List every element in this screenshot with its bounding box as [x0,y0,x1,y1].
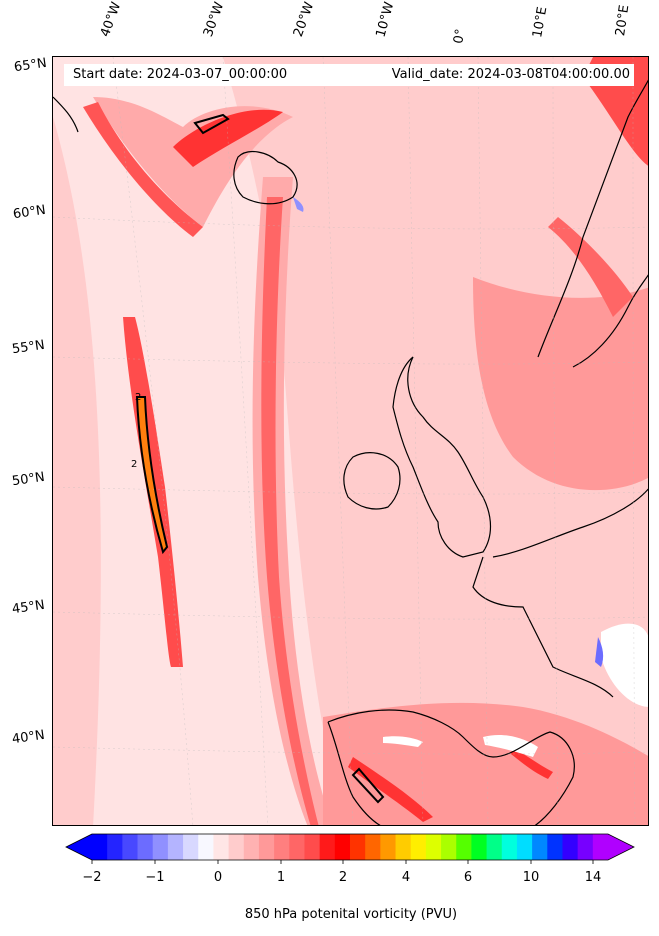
lon-label: 10°W [373,0,398,39]
contour-2-north [193,113,230,135]
colorbar-cell [243,834,260,860]
colorbar-cell [486,834,503,860]
lon-label: 10°E [530,5,551,39]
lon-label: 0° [451,27,469,45]
colorbar-cell [547,834,563,860]
colorbar-tick-label: 1 [276,870,286,885]
colorbar-cell [410,834,427,860]
colorbar-cell [365,834,381,860]
pv-white-patch-spain [383,736,423,747]
lat-label: 60°N [12,202,47,223]
colorbar-tick-label: −2 [82,870,102,885]
colorbar-cell [592,834,609,860]
colorbar-cells [92,834,609,860]
colorbar-extend-under [66,834,92,860]
start-date: Start date: 2024-03-07_00:00:00 [73,67,288,82]
colorbar-tick-label: 2 [338,870,348,885]
lat-label: 55°N [11,337,46,358]
pv-negative-iceland [293,197,304,212]
colorbar-tick-label: 10 [522,870,540,885]
colorbar-cell [350,834,366,860]
pv-white-patch-east [601,623,648,707]
colorbar-cell [532,834,548,860]
contour-label: 2 [135,392,141,403]
lat-label: 40°N [11,727,46,748]
map-panel: 2 2 [52,56,649,826]
colorbar-cell [471,834,488,860]
colorbar-cell [92,834,108,860]
colorbar [65,833,635,864]
coast-great-britain [392,356,492,558]
pv-iberia-core [348,757,433,822]
colorbar-cell [258,834,275,860]
colorbar-cell [562,834,579,860]
pv-scandinavia-band [548,217,633,317]
colorbar-cell [304,834,321,860]
coastlines [53,79,648,825]
colorbar-cell [501,834,518,860]
lon-label: 30°W [200,0,228,39]
colorbar-caption: 850 hPa potenital vorticity (PVU) [244,907,458,922]
graticule [53,57,648,825]
colorbar-cell [137,834,154,860]
colorbar-outline [65,833,635,861]
lon-label: 20°E [613,3,633,37]
contour-2-iberia [351,767,385,804]
colorbar-tick-label: 0 [213,870,223,885]
colorbar-tick-label: −1 [145,870,165,885]
colorbar-cell [167,834,184,860]
colorbar-cell [516,834,533,860]
pv-negative-east [595,637,604,667]
colorbar-cell [577,834,594,860]
colorbar-cell [198,834,214,860]
colorbar-cell [152,834,169,860]
lat-label: 65°N [13,55,48,76]
lon-label: 20°W [290,0,318,39]
lat-label: 50°N [11,469,46,490]
colorbar-ticks [91,860,594,864]
colorbar-cell [213,834,230,860]
colorbar-cell [456,834,472,860]
colorbar-tick-label: 14 [584,870,602,885]
coast-scandinavia [537,79,648,368]
valid-date: Valid_date: 2024-03-08T04:00:00.00 [391,67,630,82]
pv-broad-west [53,117,101,825]
contour-2-western-streak [135,396,169,555]
lat-label: 45°N [11,597,46,618]
colorbar-cell [425,834,442,860]
colorbar-cell [274,834,290,860]
contour-label: 2 [131,459,137,470]
lon-label: 40°W [97,0,125,39]
pv-broad-east [223,57,648,825]
colorbar-cell [334,834,351,860]
colorbar-cell [319,834,336,860]
info-bar: Start date: 2024-03-07_00:00:00 Valid_da… [64,64,634,86]
colorbar-cell [228,834,245,860]
colorbar-tick-label: 4 [401,870,411,885]
colorbar-cell [395,834,412,860]
pv-filament-north [83,102,203,237]
colorbar-cell [122,834,139,860]
coast-iceland [233,150,298,205]
map-field: 2 2 [53,57,648,825]
colorbar-cell [183,834,199,860]
colorbar-cell [107,834,123,860]
colorbar-cell [441,834,457,860]
contour-2 [135,113,385,804]
colorbar-extend-over [608,834,634,860]
coast-continent [472,488,648,698]
pv-white-patch-mid [483,735,538,757]
pv-band-central-core [261,197,319,825]
pv-valencia-core [511,747,553,779]
coast-greenland [53,96,79,133]
coast-ireland [343,452,401,510]
colorbar-cell [380,834,397,860]
pv-north-sea [473,277,648,491]
coast-iberia [327,709,575,825]
colorbar-tick-label: 6 [463,870,473,885]
colorbar-cell [289,834,305,860]
